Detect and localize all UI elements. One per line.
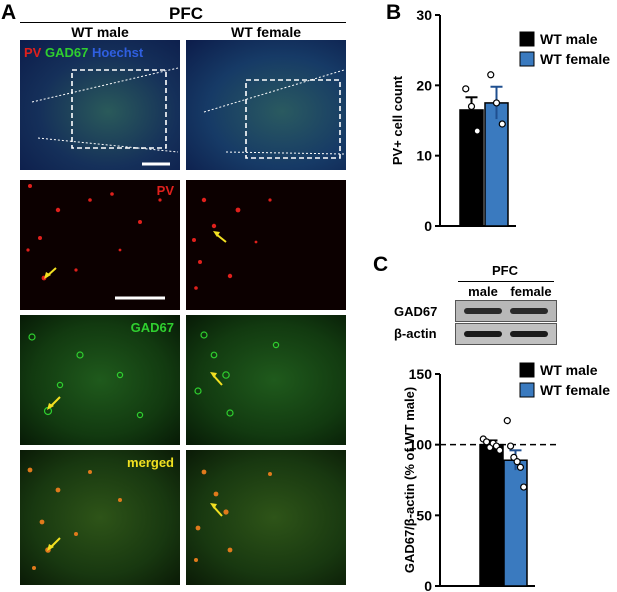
merged-channel-label: merged — [127, 455, 174, 470]
legend-label: WT male — [540, 362, 598, 378]
cortex-boundary-lower — [37, 137, 179, 153]
gad67-label: GAD67 — [44, 45, 89, 60]
roi-box — [245, 79, 341, 159]
merged-cells-male — [27, 467, 122, 570]
pv-image-male: PV — [20, 180, 180, 310]
blot-band — [510, 331, 548, 337]
pv-cells-female — [192, 197, 272, 290]
y-axis-label: GAD67/β-actin (% of WT male) — [402, 387, 417, 573]
cortex-boundary-upper — [203, 69, 345, 113]
pv-image-female — [186, 180, 346, 310]
legend-swatch — [519, 31, 535, 47]
data-point — [492, 99, 501, 107]
data-point — [503, 417, 511, 425]
data-point — [482, 438, 491, 446]
y-tick-label: 0 — [424, 578, 432, 592]
legend-label: WT female — [540, 382, 610, 398]
pv-cells-male — [26, 184, 165, 300]
data-point — [487, 71, 495, 79]
data-point — [496, 446, 504, 454]
blot-strip-gad67 — [455, 300, 557, 322]
data-point — [520, 483, 528, 491]
legend-swatch — [519, 362, 535, 378]
data-point — [506, 442, 515, 450]
y-tick-label: 50 — [416, 507, 432, 523]
cortex-boundary-lower — [225, 151, 345, 155]
pv-label: PV — [24, 45, 42, 60]
data-point — [516, 463, 525, 471]
gad67-cells-female — [194, 331, 280, 417]
legend-label: WT male — [540, 31, 598, 47]
data-point — [467, 102, 476, 111]
data-point — [473, 127, 481, 135]
region-title: PFC — [169, 4, 203, 23]
merged-cells-female — [194, 469, 272, 562]
y-tick-label: 0 — [424, 218, 432, 234]
blot-band — [510, 308, 548, 314]
overview-channel-labels: PV GAD67 Hoechst — [24, 46, 143, 59]
panel-label-c: C — [373, 253, 389, 276]
bar-wt-male — [479, 443, 504, 587]
panel-label-a: A — [1, 1, 17, 24]
merged-image-male: merged — [20, 450, 180, 585]
blot-region-label: PFC — [492, 263, 518, 278]
overview-image-female — [186, 40, 346, 170]
merged-image-female — [186, 450, 346, 585]
chart-pv-cell-count: 0 10 20 30 PV+ cell count WT male WT female — [390, 7, 610, 234]
gad67-image-male: GAD67 — [20, 315, 180, 445]
y-tick-label: 30 — [416, 7, 432, 23]
overview-image-male: PV GAD67 Hoechst — [20, 40, 180, 170]
gad67-image-female — [186, 315, 346, 445]
gad67-channel-label: GAD67 — [130, 320, 174, 335]
bar-wt-female — [503, 459, 528, 587]
data-point — [498, 120, 506, 128]
blot-band — [464, 331, 502, 337]
blot-row-label-gad67: GAD67 — [394, 304, 438, 319]
legend-swatch — [519, 51, 535, 67]
gad67-cells-male — [28, 333, 144, 419]
blot-band — [464, 308, 502, 314]
blot-lane-label-male: male — [468, 284, 498, 299]
y-tick-label: 100 — [409, 437, 433, 453]
bar-wt-male — [459, 109, 484, 227]
blot-lane-label-female: female — [510, 284, 552, 299]
blot-region-line — [458, 281, 554, 282]
y-axis-label: PV+ cell count — [390, 75, 405, 165]
roi-box — [71, 69, 167, 149]
pv-channel-label: PV — [156, 183, 174, 198]
y-tick-label: 20 — [416, 77, 432, 93]
data-point — [462, 85, 470, 93]
cortex-boundary-upper — [31, 67, 179, 103]
hoechst-label: Hoechst — [91, 45, 144, 60]
y-tick-label: 150 — [409, 366, 433, 382]
blot-strip-actin — [455, 323, 557, 345]
region-title-line — [20, 22, 346, 23]
column-header-male: WT male — [71, 24, 129, 40]
data-point — [513, 458, 521, 466]
column-header-female: WT female — [230, 24, 301, 40]
chart-gad67-actin-ratio: 0 50 100 150 GAD67/β-actin (% of WT male) WT … — [402, 362, 610, 592]
legend-label: WT female — [540, 51, 610, 67]
panel-label-b: B — [386, 1, 402, 24]
legend-swatch — [519, 382, 535, 398]
y-tick-label: 10 — [416, 148, 432, 164]
blot-row-label-actin: β-actin — [394, 326, 437, 341]
